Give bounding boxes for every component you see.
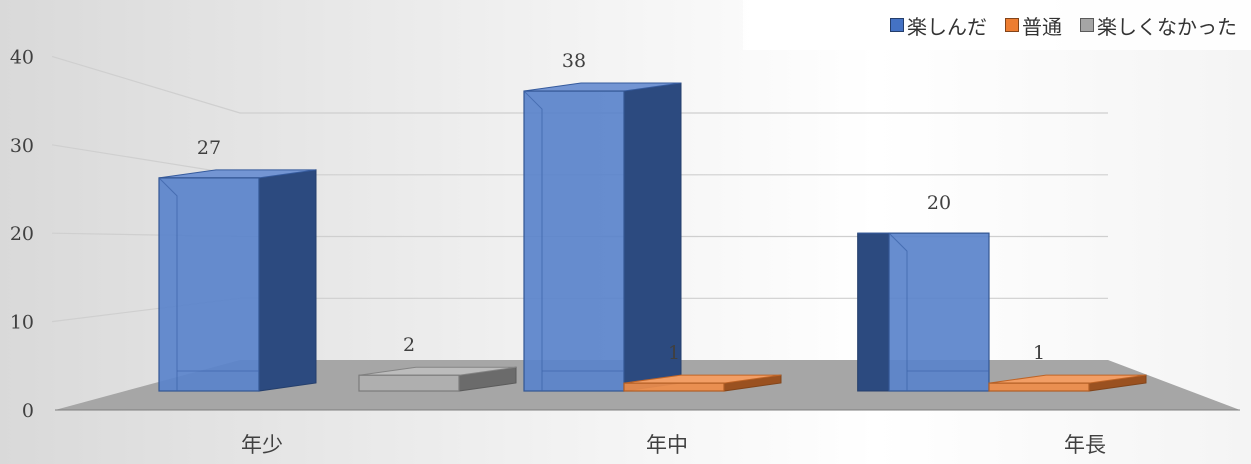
data-label-normal-2: 1 <box>668 342 680 364</box>
y-tick-label: 10 <box>10 312 34 334</box>
x-tick-label: 年中 <box>646 433 688 457</box>
data-labels: 27 2 38 1 20 1 <box>197 50 1045 364</box>
x-tick-label: 年長 <box>1064 433 1106 457</box>
bar-not-enjoyed-1-front <box>358 374 460 392</box>
y-tick-label: 20 <box>10 223 34 245</box>
y-tick-label: 30 <box>10 135 34 157</box>
bar-enjoyed-3-side <box>857 232 890 392</box>
legend-label-enjoyed: 楽しんだ <box>907 14 987 39</box>
chart-bars <box>158 82 1147 392</box>
bar-normal-2-front <box>623 382 725 392</box>
bar-enjoyed-1 <box>158 169 317 392</box>
y-tick-label: 40 <box>10 46 34 68</box>
y-tick-label: 0 <box>22 400 34 422</box>
bar-normal-2 <box>623 374 782 392</box>
legend-label-not-enjoyed: 楽しくなかった <box>1097 14 1237 39</box>
bar-not-enjoyed-1 <box>358 366 517 392</box>
y-axis-ticks: 0 10 20 30 40 <box>10 46 34 422</box>
legend-swatch-not-enjoyed <box>1080 18 1094 32</box>
gridline-40 <box>51 55 1108 114</box>
bar-normal-3 <box>988 374 1147 392</box>
data-label-enjoyed-1: 27 <box>197 137 221 159</box>
bar-enjoyed-2-edge <box>523 90 543 391</box>
legend-item-not-enjoyed: 楽しくなかった <box>1080 11 1237 40</box>
bar-enjoyed-1-edge <box>158 177 178 391</box>
legend-swatch-normal <box>1005 18 1019 32</box>
x-axis-ticks: 年少 年中 年長 <box>241 433 1106 457</box>
bar-enjoyed-2 <box>523 82 682 392</box>
bar-normal-3-front <box>988 382 1090 392</box>
data-label-not-enjoyed-1: 2 <box>403 334 415 356</box>
data-label-enjoyed-2: 38 <box>562 50 586 72</box>
chart-legend: 楽しんだ 普通 楽しくなかった <box>743 0 1251 50</box>
bar-enjoyed-3-front <box>888 232 990 392</box>
legend-swatch-enjoyed <box>890 18 904 32</box>
legend-item-normal: 普通 <box>1005 11 1062 40</box>
bar-enjoyed-3-edge <box>888 232 908 391</box>
legend-label-normal: 普通 <box>1022 14 1062 39</box>
bar-enjoyed-3 <box>857 232 990 392</box>
bar-enjoyed-2-front <box>523 90 625 392</box>
legend-item-enjoyed: 楽しんだ <box>890 11 987 40</box>
data-label-enjoyed-3: 20 <box>927 192 951 214</box>
x-tick-label: 年少 <box>241 433 283 457</box>
data-label-normal-3: 1 <box>1033 342 1045 364</box>
bar-enjoyed-1-front <box>158 177 260 392</box>
bar-enjoyed-1-side <box>258 169 317 392</box>
